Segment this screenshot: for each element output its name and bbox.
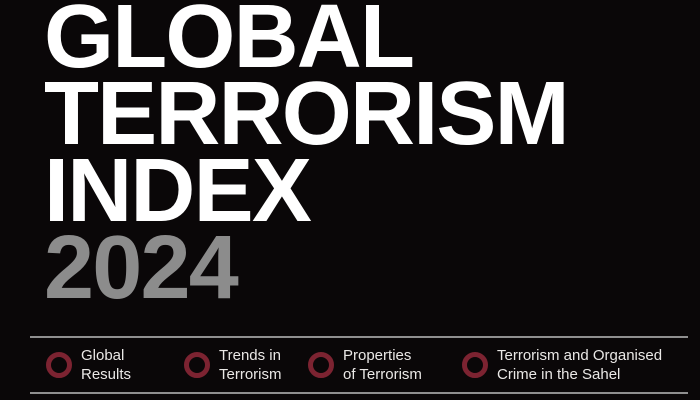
title-line-index: INDEX (44, 141, 312, 241)
nav-item-label: Properties of Terrorism (343, 347, 422, 383)
section-marker-icon (46, 352, 72, 378)
title-line-global: GLOBAL (44, 0, 415, 87)
divider-top (30, 336, 688, 338)
nav-item-trends-in-terrorism[interactable]: Trends in Terrorism (184, 345, 282, 385)
nav-item-global-results[interactable]: Global Results (46, 345, 131, 385)
nav-item-label: Global Results (81, 347, 132, 383)
section-marker-icon (308, 352, 334, 378)
report-title: GLOBAL TERRORISM INDEX 2024 (44, 0, 570, 318)
nav-item-label: Trends in Terrorism (219, 347, 282, 383)
section-marker-icon (184, 352, 210, 378)
nav-item-properties-of-terrorism[interactable]: Properties of Terrorism (308, 345, 422, 385)
divider-bottom (30, 392, 688, 394)
nav-item-label: Terrorism and Organised Crime in the Sah… (497, 347, 663, 383)
section-marker-icon (462, 352, 488, 378)
nav-item-terrorism-organised-crime-sahel[interactable]: Terrorism and Organised Crime in the Sah… (462, 345, 662, 385)
title-line-terrorism: TERRORISM (44, 64, 570, 164)
title-year: 2024 (44, 218, 239, 318)
